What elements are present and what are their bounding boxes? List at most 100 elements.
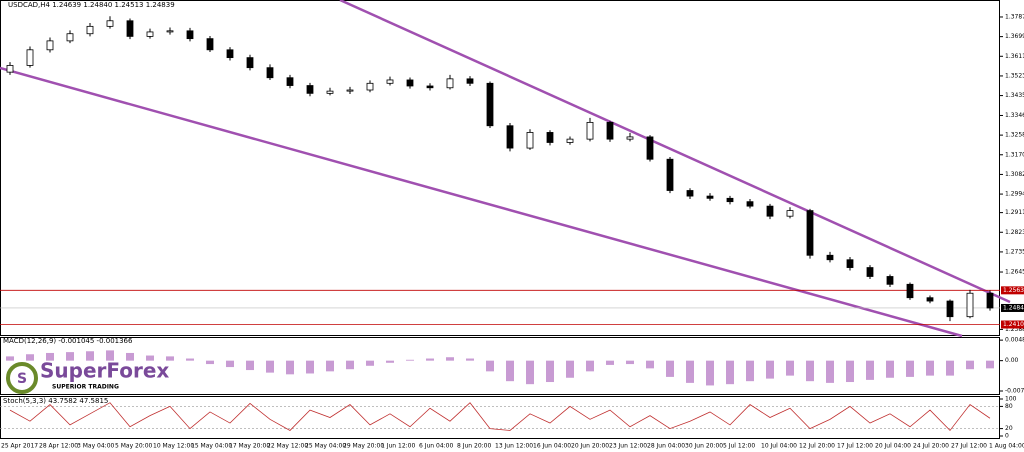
macd-bar — [446, 357, 454, 361]
macd-bar — [366, 360, 374, 366]
x-tick-label: 29 May 20:00 — [343, 443, 384, 450]
candle-body — [106, 20, 114, 27]
x-tick-label: 30 Jun 20:00 — [685, 443, 723, 450]
candle-body — [706, 195, 714, 199]
candle-body — [806, 210, 814, 256]
stoch-tick-label: 20 — [1005, 425, 1013, 432]
macd-bar — [66, 352, 74, 361]
macd-bar — [886, 360, 894, 378]
candle-body — [186, 30, 194, 40]
candle-body — [66, 33, 74, 42]
stoch-tick-label: 80 — [1005, 403, 1013, 410]
macd-bar — [226, 360, 234, 368]
macd-bar — [206, 360, 214, 365]
x-tick-label: 3 May 04:00 — [77, 443, 115, 450]
candle-body — [606, 121, 614, 140]
candle-body — [346, 89, 354, 92]
candle-body — [166, 30, 174, 33]
x-tick-label: 20 Jul 04:00 — [875, 443, 911, 450]
x-tick-label: 8 Jun 20:00 — [457, 443, 491, 450]
candle-body — [766, 205, 774, 217]
x-tick-label: 12 Jul 20:00 — [799, 443, 835, 450]
macd-bar — [766, 360, 774, 379]
main-panel — [0, 0, 1000, 336]
candle-body — [366, 82, 374, 91]
macd-bar — [606, 360, 614, 365]
x-tick-label: 20 Jun 20:00 — [571, 443, 609, 450]
macd-bar — [406, 359, 414, 361]
x-tick-label: 10 Jul 04:00 — [761, 443, 797, 450]
x-tick-label: 22 May 12:00 — [267, 443, 308, 450]
macd-bar — [686, 360, 694, 383]
candle-body — [446, 78, 454, 89]
y-tick-label: 1.3699 — [1005, 33, 1024, 40]
x-tick-label: 28 Jun 04:00 — [647, 443, 685, 450]
y-tick-label: 1.3258 — [1005, 132, 1024, 139]
macd-bar — [486, 360, 494, 372]
candle-body — [986, 292, 994, 309]
candle-body — [86, 25, 94, 35]
macd-bar — [26, 354, 34, 361]
macd-panel — [0, 337, 1000, 395]
macd-bar — [326, 360, 334, 372]
x-tick-label: 16 Jun 04:00 — [533, 443, 571, 450]
macd-bar — [846, 360, 854, 383]
candle-body — [646, 136, 654, 160]
x-tick-label: 1 Aug 04:00 — [989, 443, 1024, 450]
macd-bar — [186, 358, 194, 361]
macd-bar — [906, 360, 914, 377]
macd-bar — [926, 360, 934, 376]
x-tick-label: 5 May 20:00 — [115, 443, 153, 450]
macd-tick-label: 0.00 — [1005, 357, 1019, 364]
x-tick-label: 24 Jul 20:00 — [913, 443, 949, 450]
candle-body — [266, 67, 274, 79]
macd-bar — [566, 360, 574, 378]
macd-bar — [46, 352, 54, 361]
x-tick-label: 17 May 20:00 — [229, 443, 270, 450]
candle-body — [146, 31, 154, 37]
candle-body — [406, 79, 414, 87]
macd-tick-label: 0.0048 — [1005, 337, 1024, 344]
macd-bar — [626, 360, 634, 365]
macd-bar — [426, 358, 434, 361]
x-tick-label: 17 Jul 12:00 — [837, 443, 873, 450]
level-label: 1.2410 — [1003, 321, 1024, 328]
x-tick-label: 27 Jul 12:00 — [951, 443, 987, 450]
macd-bar — [146, 355, 154, 361]
candle-body — [826, 254, 834, 261]
candle-body — [686, 190, 694, 197]
level-label: 1.2563 — [1003, 287, 1024, 294]
y-tick-label: 1.3787 — [1005, 13, 1024, 20]
candle-body — [566, 138, 574, 143]
macd-bar — [266, 360, 274, 373]
logo-ring — [6, 362, 38, 394]
y-tick-label: 1.3523 — [1005, 72, 1024, 79]
last-price-label: 1.2484 — [1003, 304, 1024, 311]
macd-bar — [126, 352, 134, 361]
candle-body — [666, 158, 674, 191]
macd-bar — [646, 360, 654, 369]
macd-bar — [106, 350, 114, 361]
logo: S — [6, 362, 38, 394]
stoch-tick-label: 0 — [1005, 433, 1009, 440]
macd-bar — [986, 360, 994, 369]
candle-body — [546, 132, 554, 143]
macd-bar — [806, 360, 814, 382]
macd-bar — [946, 360, 954, 376]
level-box — [1001, 320, 1024, 329]
x-tick-label: 6 Jun 04:00 — [419, 443, 453, 450]
upper-trendline — [339, 0, 1011, 304]
candle-body — [326, 90, 334, 94]
chart-title: USDCAD,H4 1.24639 1.24840 1.24513 1.2483… — [8, 1, 175, 9]
x-tick-label: 25 Apr 2017 — [1, 443, 38, 450]
macd-bar — [726, 360, 734, 385]
macd-bar — [346, 360, 354, 370]
watermark-tagline: SUPERIOR TRADING — [52, 384, 119, 391]
macd-bar — [666, 360, 674, 377]
macd-bar — [586, 360, 594, 372]
x-tick-label: 28 Apr 12:00 — [39, 443, 78, 450]
candle-body — [966, 292, 974, 318]
x-tick-label: 13 Jun 12:00 — [495, 443, 533, 450]
